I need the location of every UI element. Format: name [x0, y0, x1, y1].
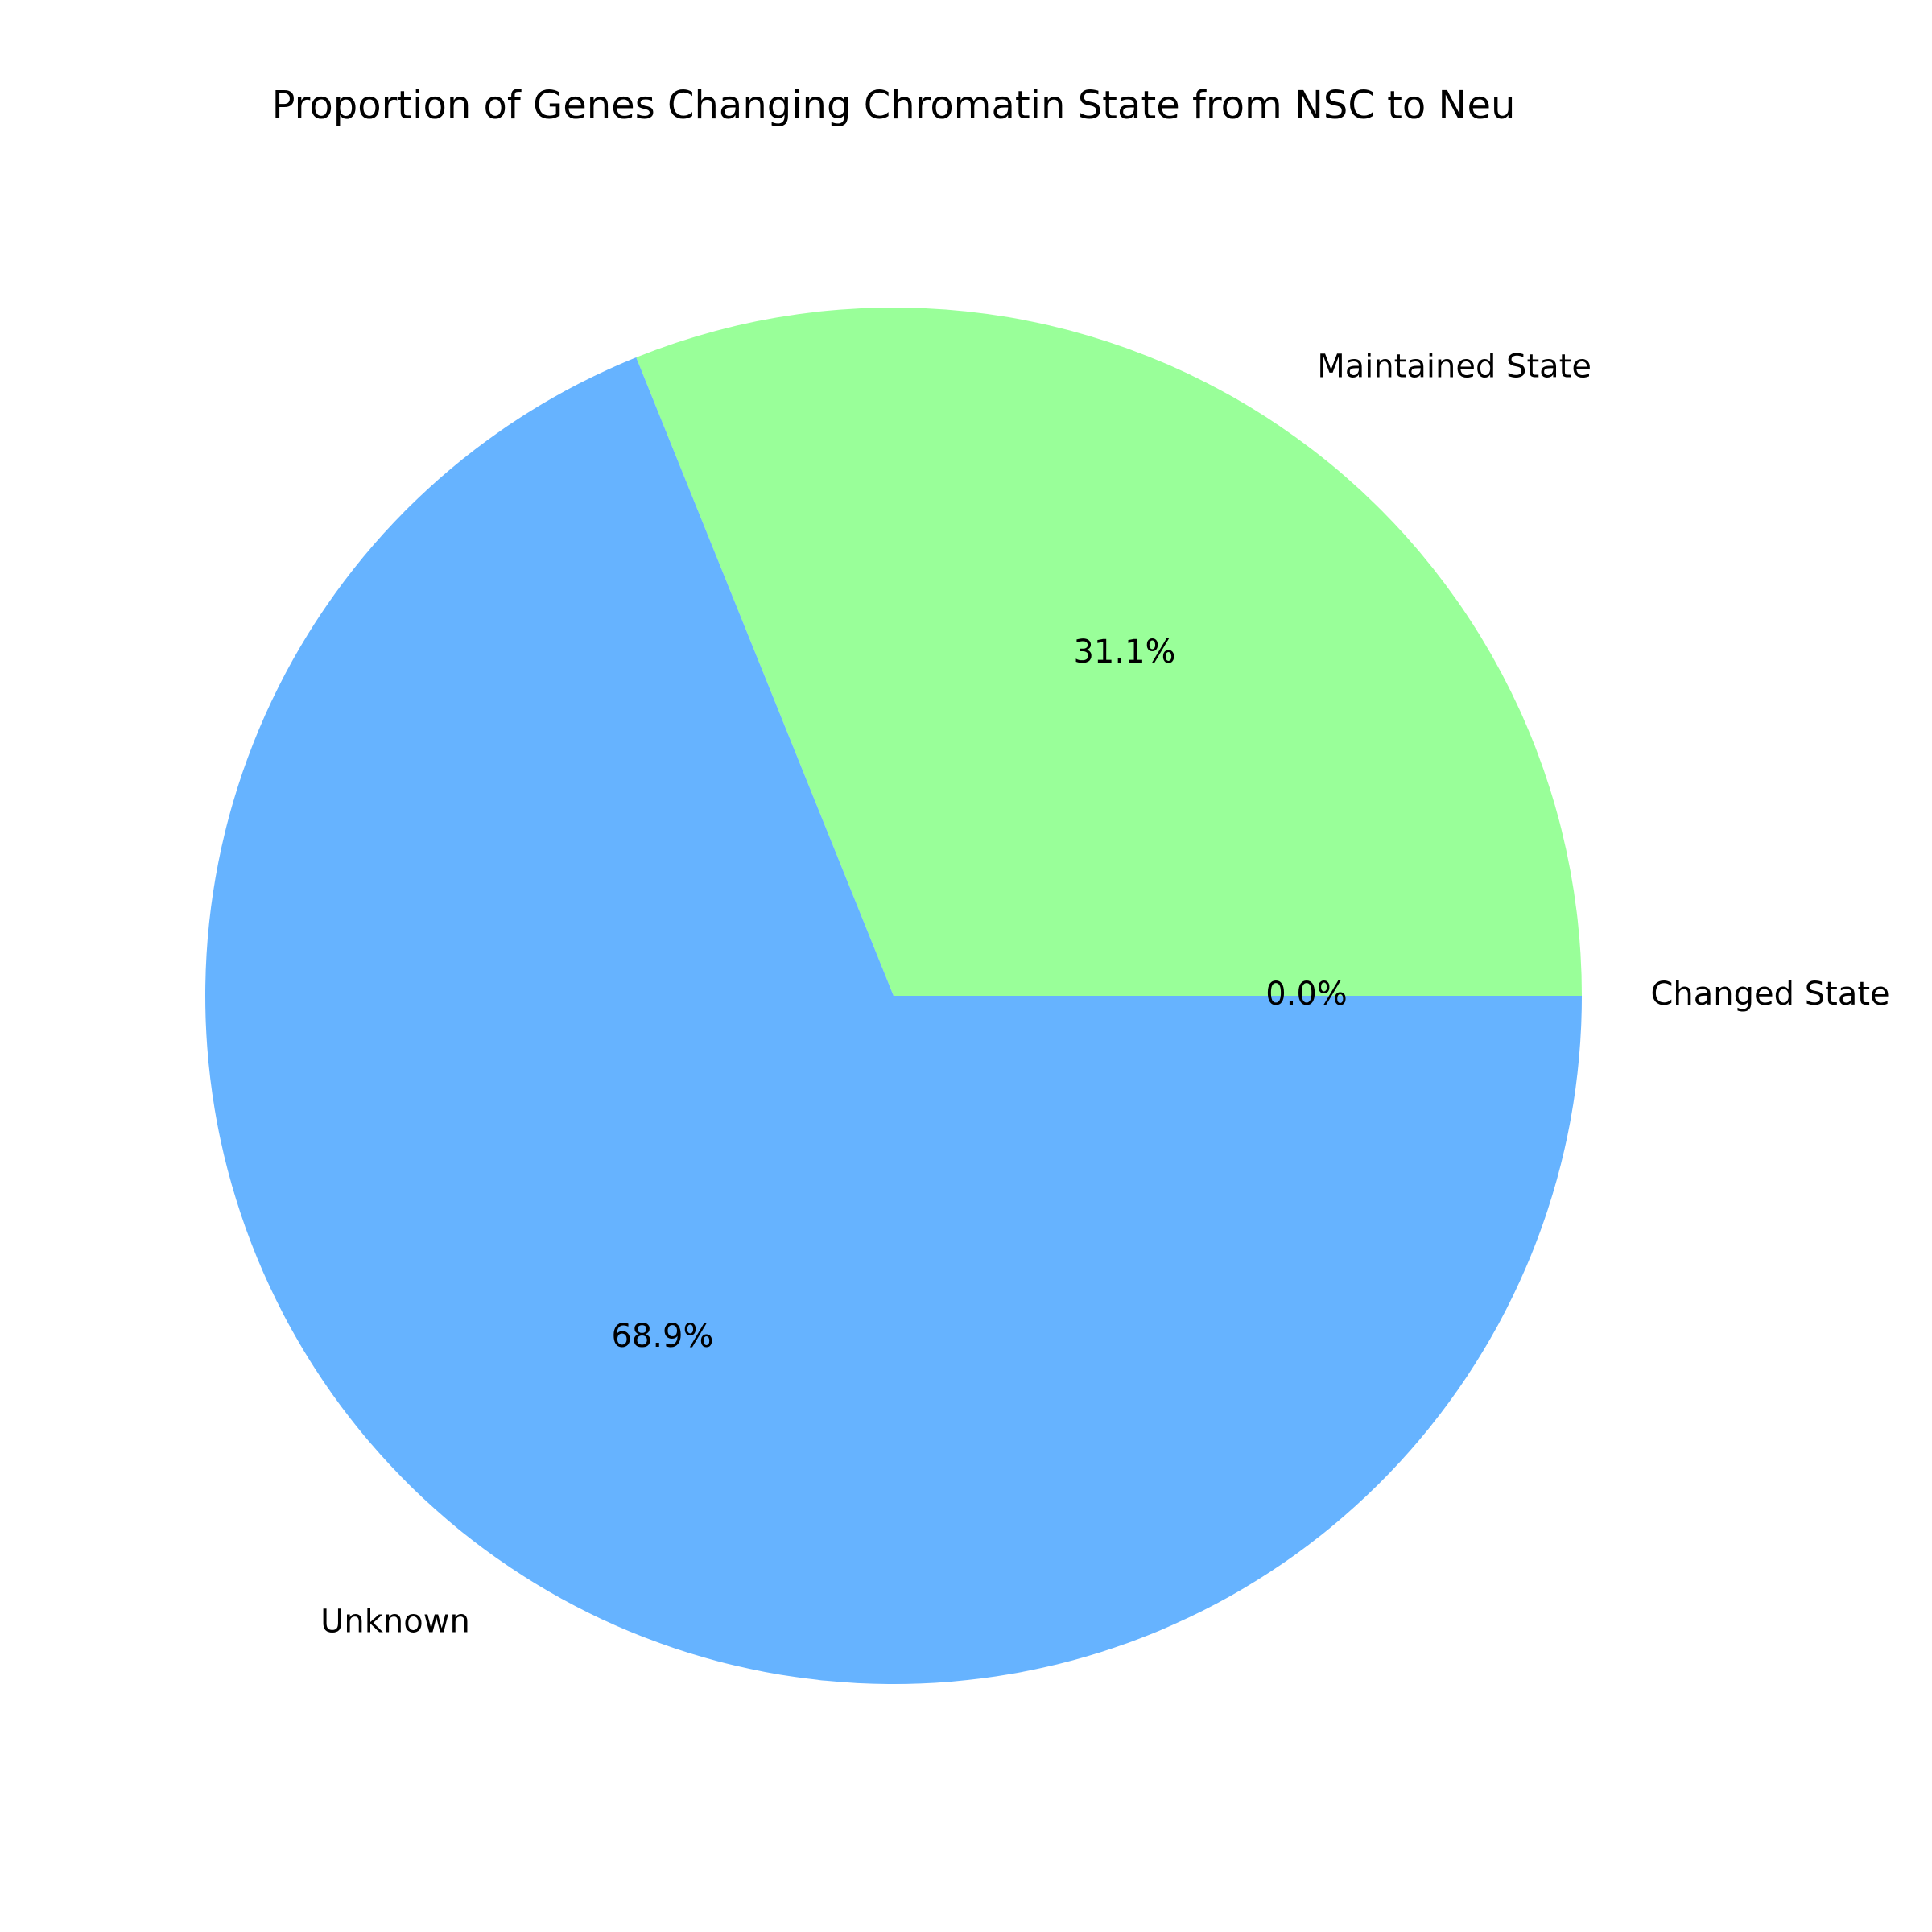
slices-layer	[204, 307, 1582, 1684]
chart-title: Proportion of Genes Changing Chromatin S…	[272, 83, 1516, 128]
pct-label-maintained-state: 31.1%	[1073, 634, 1175, 671]
labels-layer: Changed State 0.0% Maintained State 31.1% Un…	[320, 348, 1890, 1640]
slice-label-unknown: Unknown	[320, 1604, 470, 1641]
pct-label-unknown: 68.9%	[611, 1318, 713, 1355]
pie-slice-unknown	[204, 357, 1582, 1684]
slice-label-changed-state: Changed State	[1651, 976, 1890, 1013]
pct-label-changed-state: 0.0%	[1265, 976, 1348, 1013]
pie-slice-maintained-state	[636, 307, 1582, 996]
slice-label-maintained-state: Maintained State	[1317, 348, 1591, 385]
